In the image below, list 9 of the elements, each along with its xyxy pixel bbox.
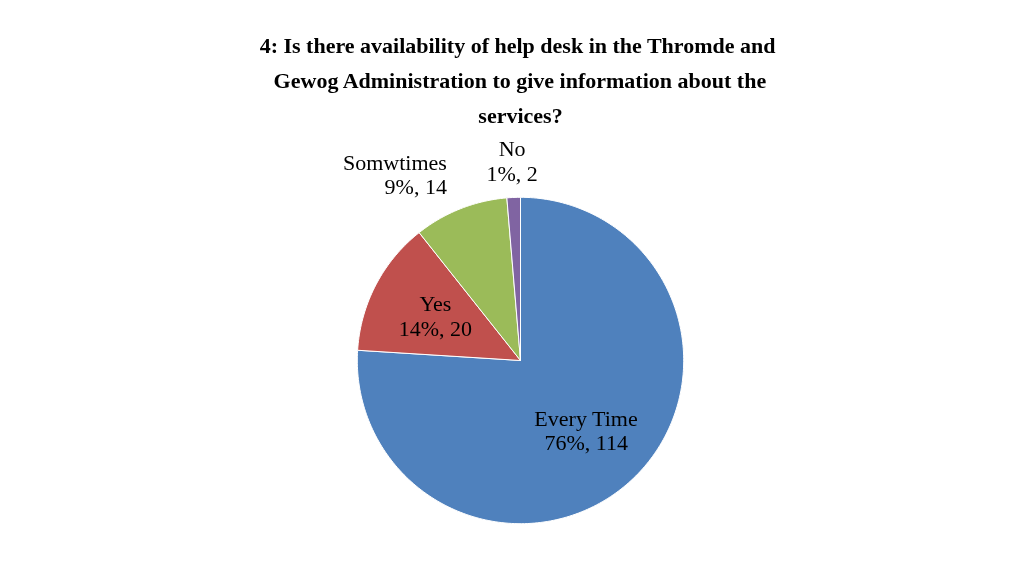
slice-label: Somwtimes [342,149,447,175]
data-label: 1%, 2 [486,160,538,186]
slice-label: Yes [419,291,452,317]
slice-label: Every Time [534,405,638,431]
data-label: 76%, 114 [544,430,628,456]
data-label: 14%, 20 [398,315,473,341]
chart-title: 4: Is there availability of help desk in the Thromde and Gewog Administration to give information about the services? [259,33,776,128]
data-label: 9%, 14 [384,174,447,200]
slice-label: No [498,135,526,161]
